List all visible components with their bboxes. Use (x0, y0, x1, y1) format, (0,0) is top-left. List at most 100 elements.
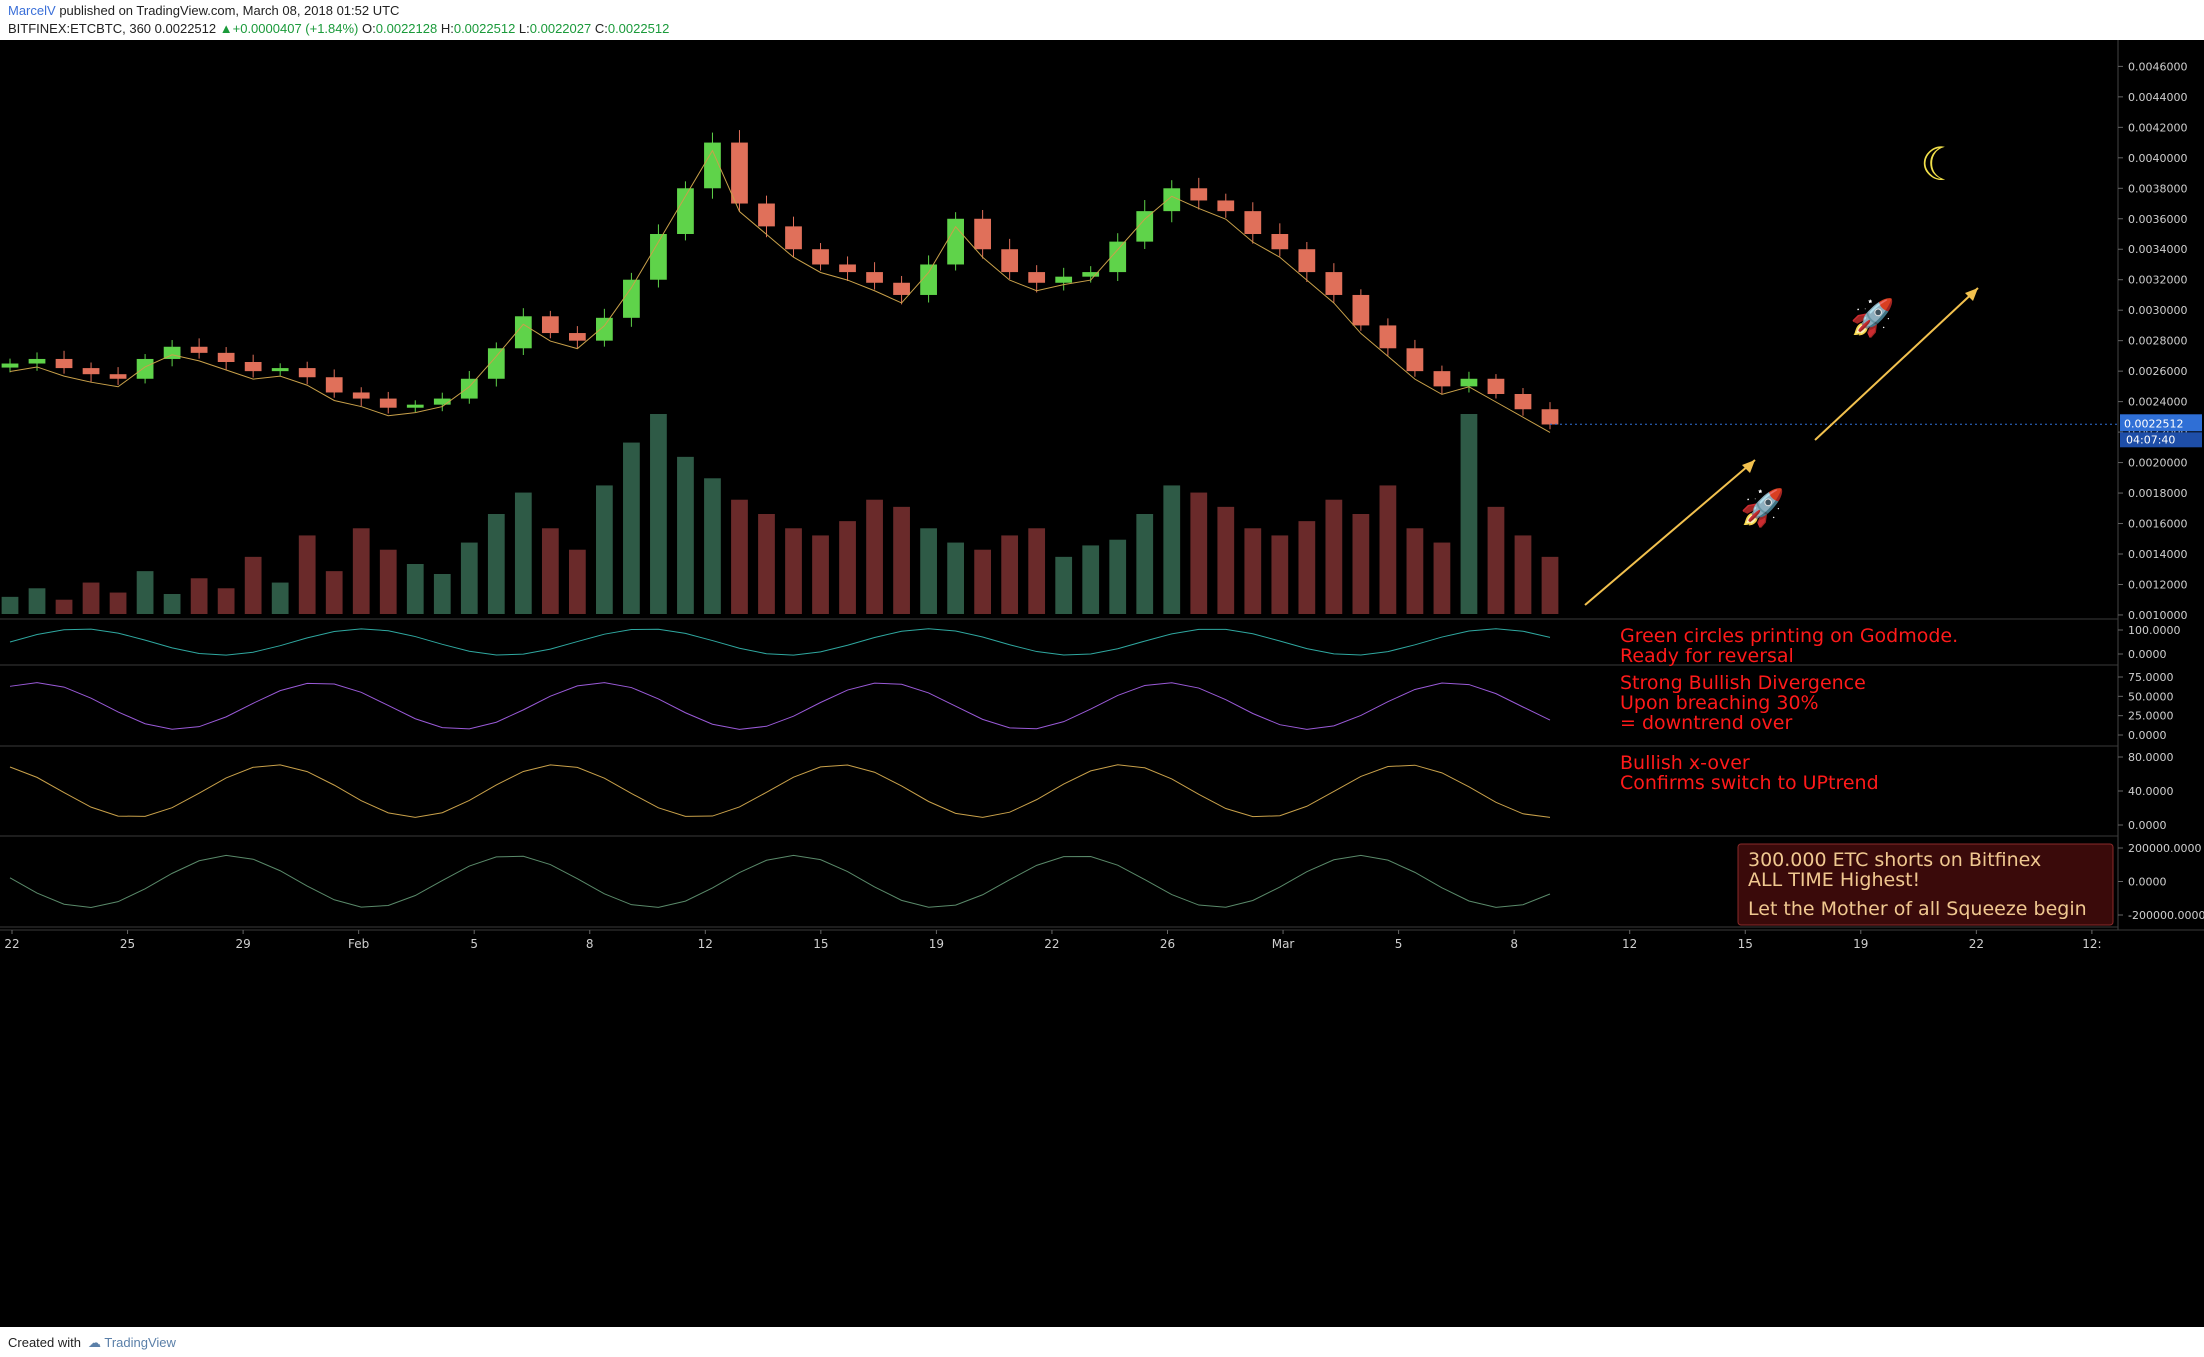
volume-bar (704, 478, 721, 614)
author-link[interactable]: MarcelV (8, 3, 56, 18)
volume-bar (812, 535, 829, 614)
high-value: 0.0022512 (453, 21, 516, 36)
candle-body (28, 358, 46, 364)
volume-bar (920, 528, 937, 614)
volume-bar (433, 574, 451, 614)
volume-bar (731, 499, 748, 614)
volume-bar (1271, 535, 1289, 614)
rocket-icon: 🚀 (1740, 487, 1785, 529)
volume-bar (1244, 528, 1262, 614)
candle-body (1055, 276, 1073, 283)
symbol-label: BITFINEX:ETCBTC, 360 (8, 21, 152, 36)
created-with-label: Created with (8, 1335, 81, 1350)
candle-body (1433, 371, 1451, 387)
volume-bar (1190, 492, 1208, 614)
indicator-tick-label: 0.0000 (2128, 729, 2167, 742)
volume-bar (785, 528, 802, 614)
indicator-tick-label: 40.0000 (2128, 785, 2174, 798)
publish-info: published on TradingView.com, March 08, … (59, 3, 400, 18)
price-tick-label: 0.0044000 (2128, 91, 2188, 104)
volume-bar (1514, 535, 1532, 614)
candle-body (1487, 378, 1505, 394)
chart-area[interactable]: 0.0046000 0.0044000 0.0042000 0.0040000 0.00… (0, 40, 2204, 1327)
volume-bar (1109, 539, 1127, 614)
brand-label: TradingView (104, 1335, 176, 1350)
price-tick-label: 0.0010000 (2128, 609, 2188, 622)
open-value: 0.0022128 (375, 21, 438, 36)
volume-bar (1325, 499, 1343, 614)
time-tick-label: 22 (4, 937, 19, 951)
price-tick-label: 0.0016000 (2128, 518, 2188, 531)
candle-body (325, 377, 343, 393)
candle-body (947, 218, 964, 265)
volume-bar (623, 442, 640, 614)
candle-body (731, 142, 748, 204)
candle-body (487, 348, 505, 379)
indicator-tick-label: 50.0000 (2128, 690, 2174, 703)
candle-body (379, 398, 397, 408)
price-tick-label: 0.0026000 (2128, 365, 2188, 378)
chart-header: MarcelV published on TradingView.com, Ma… (0, 0, 2204, 40)
time-tick-label: 19 (1853, 937, 1868, 951)
time-tick-label: 12 (698, 937, 713, 951)
volume-bar (893, 506, 910, 614)
indicator-tick-label: 75.0000 (2128, 671, 2174, 684)
volume-bar (1352, 514, 1370, 614)
volume-bar (163, 594, 181, 614)
price-tick-label: 0.0020000 (2128, 457, 2188, 470)
projection-arrowhead (1742, 460, 1755, 473)
volume-bar (677, 456, 694, 614)
projection-arrow (1584, 459, 1756, 606)
candle-body (1271, 234, 1289, 250)
candle-body (1163, 188, 1181, 212)
volume-bar (217, 588, 235, 614)
indicator-tick-label: 80.0000 (2128, 751, 2174, 764)
candle-body (893, 282, 910, 295)
time-tick-label: 25 (120, 937, 135, 951)
volume-bar (352, 528, 370, 614)
price-tick-label: 0.0036000 (2128, 213, 2188, 226)
indicator-tick-label: 0.0000 (2128, 819, 2167, 832)
annotation-text: 300.000 ETC shorts on Bitfinex (1748, 849, 2041, 871)
indicator-tick-label: 100.0000 (2128, 624, 2181, 637)
footer: Created with ☁ TradingView (0, 1327, 2204, 1357)
annotation-text: Ready for reversal (1620, 645, 1794, 667)
rocket-icon: 🚀 (1850, 297, 1895, 339)
candle-body (568, 333, 586, 341)
candle-body (839, 264, 856, 273)
volume-bar (379, 549, 397, 614)
up-triangle-icon: ▲ (219, 21, 233, 36)
indicator-tick-label: -200000.0000 (2128, 909, 2204, 922)
chart-canvas[interactable]: 0.0046000 0.0044000 0.0042000 0.0040000 0.00… (0, 40, 2204, 1327)
high-label: H: (440, 21, 454, 36)
volume-bar (244, 556, 262, 614)
price-tick-label: 0.0034000 (2128, 243, 2188, 256)
volume-bar (568, 549, 586, 614)
volume-bar (1055, 556, 1073, 614)
candle-body (406, 404, 424, 408)
candle-body (677, 188, 694, 234)
candle-body (352, 392, 370, 399)
volume-bar (1028, 528, 1046, 614)
candle-body (1136, 211, 1154, 242)
volume-bar (28, 588, 46, 614)
price-tick-label: 0.0014000 (2128, 548, 2188, 561)
candle-body (1298, 249, 1316, 273)
volume-bar (1406, 528, 1424, 614)
candle-body (1028, 272, 1046, 283)
candle-body (785, 226, 802, 250)
candle-body (433, 398, 451, 405)
tradingview-logo[interactable]: ☁ TradingView (88, 1335, 176, 1351)
volume-bar (866, 499, 883, 614)
price-tick-label: 0.0028000 (2128, 335, 2188, 348)
volume-bar (596, 485, 613, 614)
time-tick-label: 19 (929, 937, 944, 951)
candle-body (650, 234, 667, 280)
volume-bar (298, 535, 316, 614)
price-tick-label: 0.0012000 (2128, 578, 2188, 591)
candle-body (596, 317, 613, 341)
candle-body (758, 203, 775, 227)
time-tick-label: 5 (470, 937, 478, 951)
time-tick-label: Feb (348, 937, 369, 951)
time-tick-label: 15 (813, 937, 828, 951)
